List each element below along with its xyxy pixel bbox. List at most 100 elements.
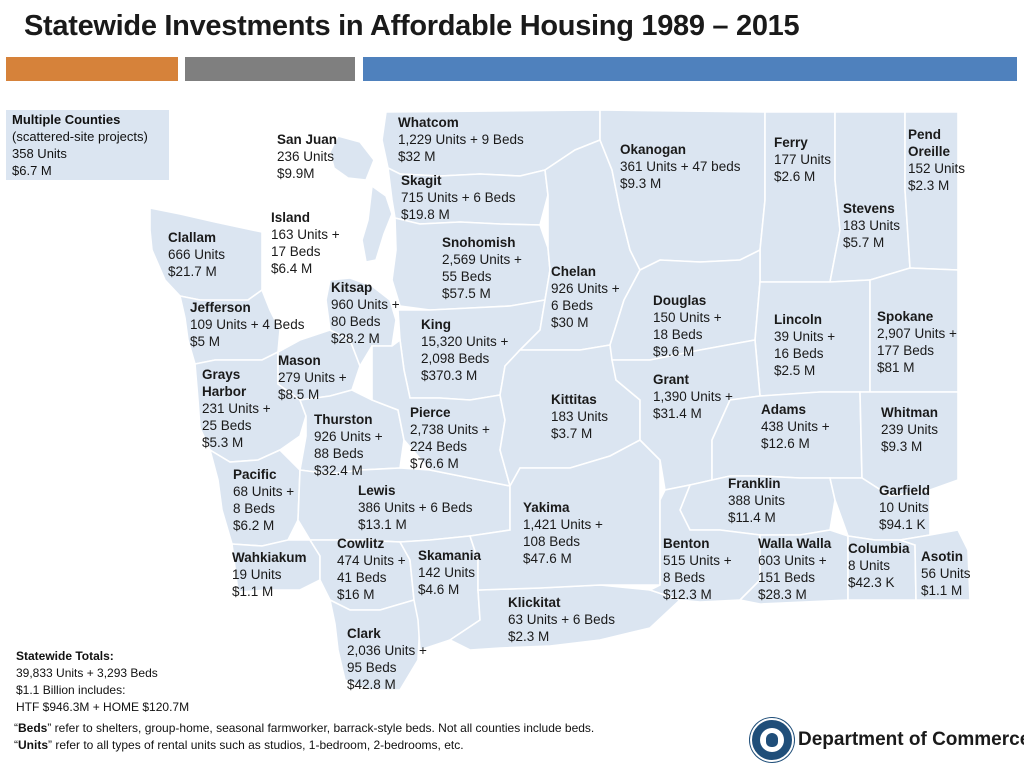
county-amount: $32.4 M <box>314 463 363 478</box>
county-name: Snohomish <box>442 235 516 250</box>
county-amount: $5 M <box>190 334 221 349</box>
county-stat: 279 Units + <box>278 370 347 385</box>
county-amount: $9.9M <box>277 166 315 181</box>
gray-accent-bar <box>185 57 355 81</box>
county-stat: 2,098 Beds <box>421 351 490 366</box>
county-name: Clallam <box>168 230 217 245</box>
totals-units: 39,833 Units + 3,293 Beds <box>16 666 158 680</box>
county-stat: 1,390 Units + <box>653 389 733 404</box>
county-name: Columbia <box>848 541 910 556</box>
label-douglas: Douglas 150 Units + 18 Beds $9.6 M <box>653 292 722 360</box>
county-stat: 56 Units <box>921 566 971 581</box>
multiple-counties-box: Multiple Counties (scattered-site projec… <box>6 110 169 180</box>
county-stat: 152 Units <box>908 161 966 176</box>
county-name: Asotin <box>921 549 963 564</box>
county-stat: 8 Beds <box>663 570 706 585</box>
label-skamania: Skamania 142 Units $4.6 M <box>418 547 481 598</box>
county-stat: 926 Units + <box>314 429 383 444</box>
county-name: Grays <box>202 367 241 382</box>
page-title: Statewide Investments in Affordable Hous… <box>24 10 800 42</box>
beds-term: Beds <box>18 721 48 735</box>
county-stat: 715 Units + 6 Beds <box>401 190 516 205</box>
county-name: Kitsap <box>331 280 373 295</box>
county-amount: $6.2 M <box>233 518 275 533</box>
county-stat: 150 Units + <box>653 310 722 325</box>
county-name: Chelan <box>551 264 597 279</box>
multiple-counties-amount: $6.7 M <box>12 163 52 178</box>
label-walla-walla: Walla Walla 603 Units + 151 Beds $28.3 M <box>758 535 831 603</box>
label-cowlitz: Cowlitz 474 Units + 41 Beds $16 M <box>337 535 406 603</box>
label-snohomish: Snohomish 2,569 Units + 55 Beds $57.5 M <box>442 234 522 302</box>
county-grays-harbor <box>194 350 307 463</box>
beds-text: refer to shelters, group-home, seasonal … <box>51 721 595 735</box>
label-garfield: Garfield 10 Units $94.1 K <box>879 482 930 533</box>
county-name: Island <box>271 210 311 225</box>
county-amount: $21.7 M <box>168 264 217 279</box>
county-stat: 2,738 Units + <box>410 422 490 437</box>
county-stat: 80 Beds <box>331 314 381 329</box>
county-stat: 515 Units + <box>663 553 732 568</box>
county-name: King <box>421 317 451 332</box>
county-stat: 438 Units + <box>761 419 830 434</box>
county-pacific <box>208 448 301 547</box>
label-whatcom: Whatcom 1,229 Units + 9 Beds $32 M <box>398 114 524 165</box>
county-stat: 19 Units <box>232 567 282 582</box>
units-text: refer to all types of rental units such … <box>52 738 464 752</box>
county-stat: 361 Units + 47 beds <box>620 159 741 174</box>
county-amount: $6.4 M <box>271 261 313 276</box>
county-clark <box>328 598 421 691</box>
county-name: Pierce <box>410 405 451 420</box>
label-spokane: Spokane 2,907 Units + 177 Beds $81 M <box>877 308 957 376</box>
label-asotin: Asotin 56 Units $1.1 M <box>921 548 971 599</box>
county-stat: 109 Units + 4 Beds <box>190 317 305 332</box>
county-stat: 386 Units + 6 Beds <box>358 500 473 515</box>
county-stat: 88 Beds <box>314 446 364 461</box>
label-ferry: Ferry 177 Units $2.6 M <box>774 134 831 185</box>
county-amount: $2.5 M <box>774 363 816 378</box>
label-skagit: Skagit 715 Units + 6 Beds $19.8 M <box>401 172 515 223</box>
county-amount: $1.1 M <box>921 583 963 598</box>
label-clallam: Clallam 666 Units $21.7 M <box>168 229 225 280</box>
label-kittitas: Kittitas 183 Units $3.7 M <box>551 391 608 442</box>
county-stat: 68 Units + <box>233 484 295 499</box>
county-amount: $8.5 M <box>278 387 320 402</box>
county-stat: 603 Units + <box>758 553 827 568</box>
county-amount: $4.6 M <box>418 582 460 597</box>
county-name: Benton <box>663 536 710 551</box>
label-lincoln: Lincoln 39 Units + 16 Beds $2.5 M <box>774 311 835 379</box>
county-amount: $9.3 M <box>881 439 923 454</box>
totals-breakdown: HTF $946.3M + HOME $120.7M <box>16 700 190 714</box>
label-pacific: Pacific 68 Units + 8 Beds $6.2 M <box>233 466 294 534</box>
county-stat: 1,229 Units + 9 Beds <box>398 132 524 147</box>
county-stat: 2,907 Units + <box>877 326 957 341</box>
county-amount: $28.3 M <box>758 587 807 602</box>
totals-amount: $1.1 Billion includes: <box>16 683 126 697</box>
county-name: Pacific <box>233 467 277 482</box>
multiple-counties-title: Multiple Counties <box>12 112 121 127</box>
totals-heading: Statewide Totals: <box>16 649 114 663</box>
county-name: Lincoln <box>774 312 822 327</box>
county-name: Okanogan <box>620 142 687 157</box>
county-stat: 15,320 Units + <box>421 334 509 349</box>
label-grays-harbor: Grays Harbor 231 Units + 25 Beds $5.3 M <box>202 366 271 451</box>
county-name: Stevens <box>843 201 895 216</box>
county-stat: 474 Units + <box>337 553 406 568</box>
county-stat: 16 Beds <box>774 346 824 361</box>
county-stat: 163 Units + <box>271 227 340 242</box>
county-name: Clark <box>347 626 381 641</box>
county-amount: $9.6 M <box>653 344 695 359</box>
county-name: Garfield <box>879 483 931 498</box>
county-stat: 25 Beds <box>202 418 252 433</box>
label-franklin: Franklin 388 Units $11.4 M <box>728 475 785 526</box>
county-stat: 6 Beds <box>551 298 594 313</box>
label-island: Island 163 Units + 17 Beds $6.4 M <box>271 209 340 277</box>
county-name: Wahkiakum <box>232 550 307 565</box>
label-san-juan: San Juan 236 Units $9.9M <box>277 131 337 182</box>
county-name: Jefferson <box>190 300 251 315</box>
county-stat: 95 Beds <box>347 660 397 675</box>
county-asotin <box>899 529 971 601</box>
county-stat: 666 Units <box>168 247 226 262</box>
county-stat: 39 Units + <box>774 329 836 344</box>
county-stat: 239 Units <box>881 422 939 437</box>
